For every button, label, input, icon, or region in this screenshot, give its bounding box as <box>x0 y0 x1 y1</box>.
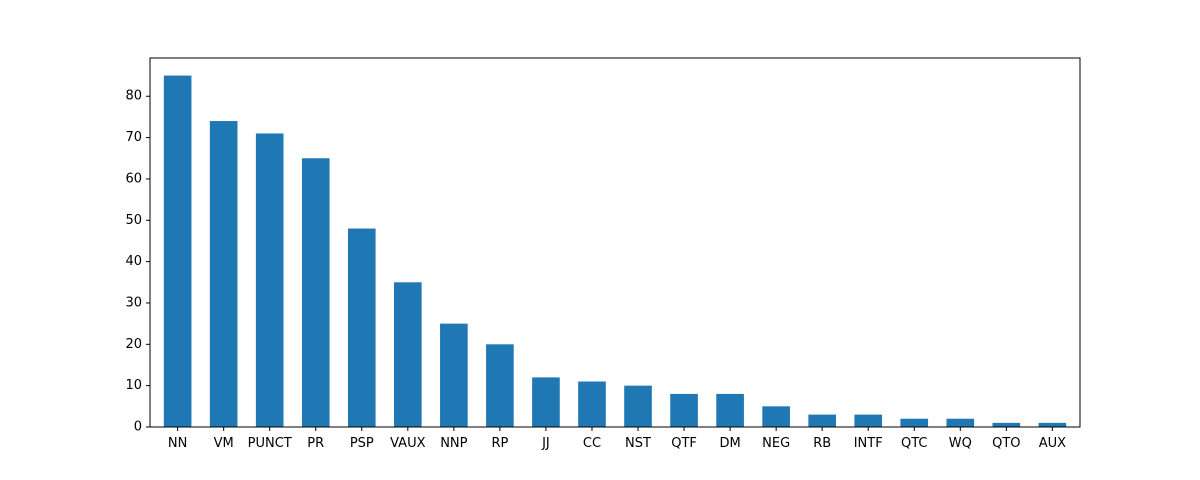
bars-group <box>163 75 1067 428</box>
bar-psp <box>347 228 376 427</box>
bar-qtf <box>670 393 698 427</box>
y-tick-label: 10 <box>125 378 142 393</box>
x-tick-label: NNP <box>440 436 467 451</box>
bar-vaux <box>394 282 422 427</box>
x-tick-label: AUX <box>1039 436 1066 451</box>
x-tick-label: PSP <box>350 436 374 451</box>
y-axis-ticks: 0 10 20 30 40 50 60 70 80 <box>125 89 150 435</box>
y-tick-label: 70 <box>125 130 142 145</box>
x-axis-ticks: NN VM PUNCT PR PSP VAUX NNP RP JJ CC NST QTF DM NEG RB… <box>168 427 1066 451</box>
y-tick-label: 50 <box>125 213 142 228</box>
x-tick-label: PR <box>307 436 324 451</box>
x-tick-label: QTC <box>901 436 928 451</box>
y-tick-label: 20 <box>125 337 142 352</box>
plot-frame <box>149 57 1081 428</box>
x-tick-label: PUNCT <box>248 436 292 451</box>
bar-neg <box>762 406 790 427</box>
bar-nst <box>624 385 652 427</box>
x-tick-label: NST <box>625 436 651 451</box>
bar-wq <box>946 418 975 427</box>
bar-pr <box>301 158 330 427</box>
bar-intf <box>854 414 883 427</box>
bar-jj <box>532 377 560 427</box>
x-tick-label: WQ <box>949 436 972 451</box>
bar-nnp <box>440 323 468 427</box>
bar-qtc <box>900 418 929 427</box>
bar-nn <box>163 75 192 428</box>
x-tick-label: VAUX <box>390 436 425 451</box>
x-tick-label: DM <box>719 436 740 451</box>
x-tick-label: NEG <box>762 436 790 451</box>
bar-dm <box>716 393 744 427</box>
y-tick-label: 30 <box>125 295 142 310</box>
bar-punct <box>255 133 284 427</box>
y-tick-label: 40 <box>125 254 142 269</box>
bar-rp <box>486 344 514 427</box>
bar-qto <box>992 422 1021 427</box>
x-tick-label: JJ <box>541 436 550 451</box>
x-tick-label: INTF <box>854 436 883 451</box>
bar-vm <box>209 121 238 428</box>
x-tick-label: QTO <box>992 436 1020 451</box>
y-tick-label: 80 <box>125 89 142 104</box>
x-tick-label: CC <box>583 436 601 451</box>
bar-aux <box>1038 422 1067 427</box>
x-tick-label: RB <box>813 436 831 451</box>
bar-rb <box>808 414 836 427</box>
y-tick-label: 0 <box>134 420 142 435</box>
x-tick-label: QTF <box>671 436 697 451</box>
x-tick-label: RP <box>491 436 508 451</box>
x-tick-label: NN <box>168 436 187 451</box>
x-tick-label: VM <box>214 436 234 451</box>
bar-cc <box>578 381 606 427</box>
y-tick-label: 60 <box>125 171 142 186</box>
